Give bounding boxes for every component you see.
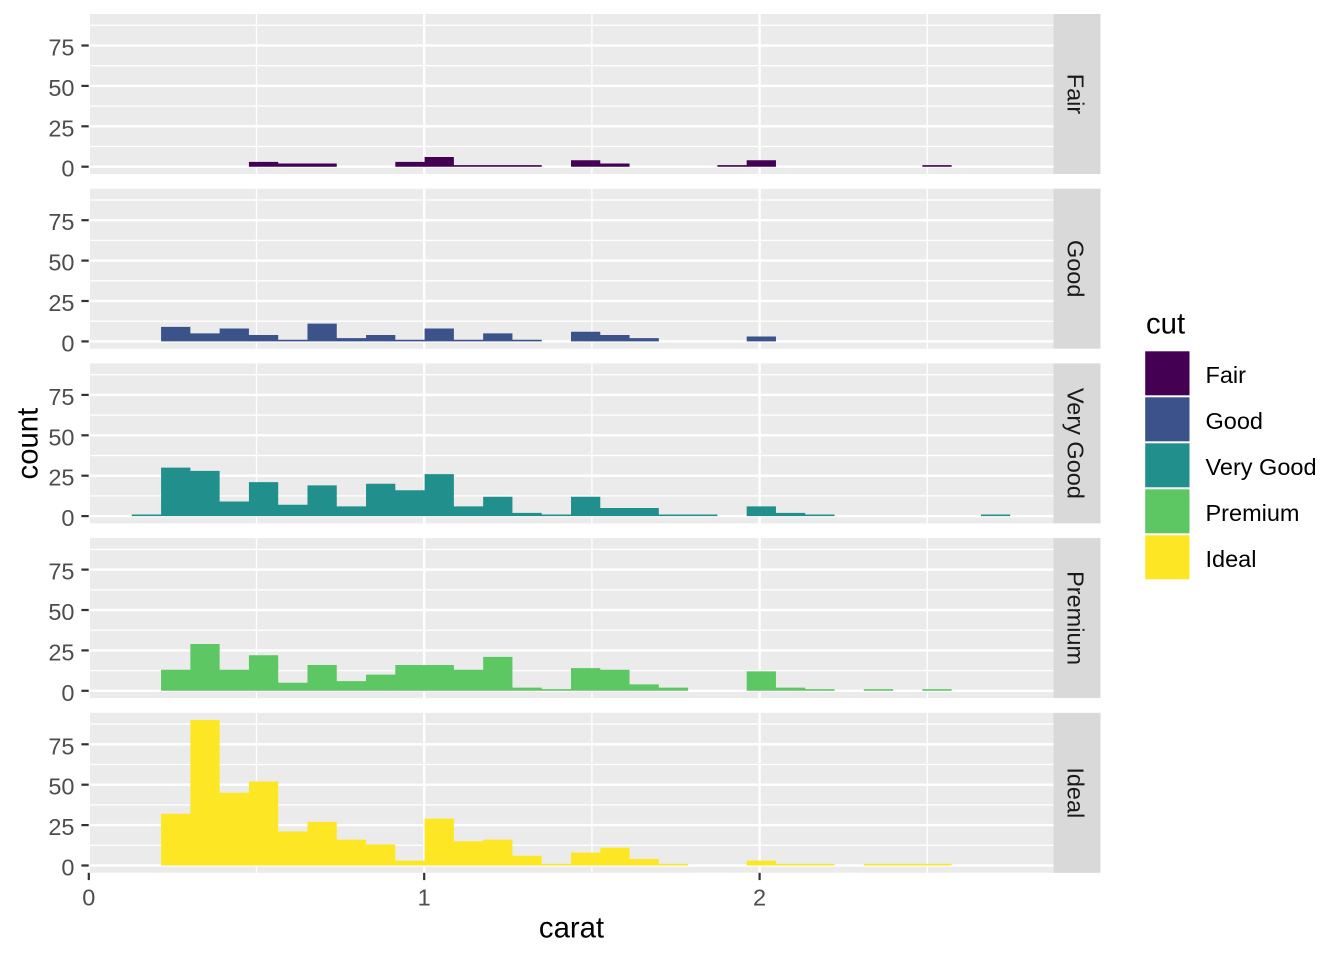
svg-text:1: 1 [418, 885, 431, 911]
svg-text:25: 25 [48, 290, 74, 316]
svg-text:25: 25 [48, 115, 74, 141]
svg-text:75: 75 [48, 733, 74, 759]
svg-text:0: 0 [61, 855, 74, 881]
svg-text:0: 0 [61, 680, 74, 706]
svg-text:50: 50 [48, 774, 74, 800]
svg-text:75: 75 [48, 559, 74, 585]
svg-text:75: 75 [48, 209, 74, 235]
svg-text:50: 50 [48, 599, 74, 625]
svg-text:0: 0 [61, 156, 74, 182]
svg-text:Good: Good [1206, 408, 1264, 434]
svg-text:Very Good: Very Good [1206, 454, 1317, 480]
svg-text:25: 25 [48, 814, 74, 840]
svg-text:Ideal: Ideal [1206, 546, 1257, 572]
svg-text:Fair: Fair [1206, 362, 1247, 388]
svg-text:25: 25 [48, 465, 74, 491]
svg-text:carat: carat [539, 912, 604, 945]
svg-text:Premium: Premium [1063, 571, 1089, 665]
svg-text:75: 75 [48, 384, 74, 410]
svg-text:Very Good: Very Good [1063, 388, 1089, 499]
svg-text:Good: Good [1063, 240, 1089, 298]
svg-text:75: 75 [48, 35, 74, 61]
svg-text:0: 0 [82, 885, 95, 911]
svg-text:Premium: Premium [1206, 500, 1300, 526]
svg-text:count: count [12, 408, 45, 480]
svg-text:0: 0 [61, 330, 74, 356]
svg-text:cut: cut [1146, 308, 1185, 341]
svg-text:50: 50 [48, 424, 74, 450]
svg-text:25: 25 [48, 639, 74, 665]
svg-text:Fair: Fair [1063, 74, 1089, 115]
svg-text:0: 0 [61, 505, 74, 531]
svg-text:2: 2 [753, 885, 766, 911]
svg-text:50: 50 [48, 75, 74, 101]
svg-text:Ideal: Ideal [1063, 767, 1089, 818]
svg-text:50: 50 [48, 250, 74, 276]
